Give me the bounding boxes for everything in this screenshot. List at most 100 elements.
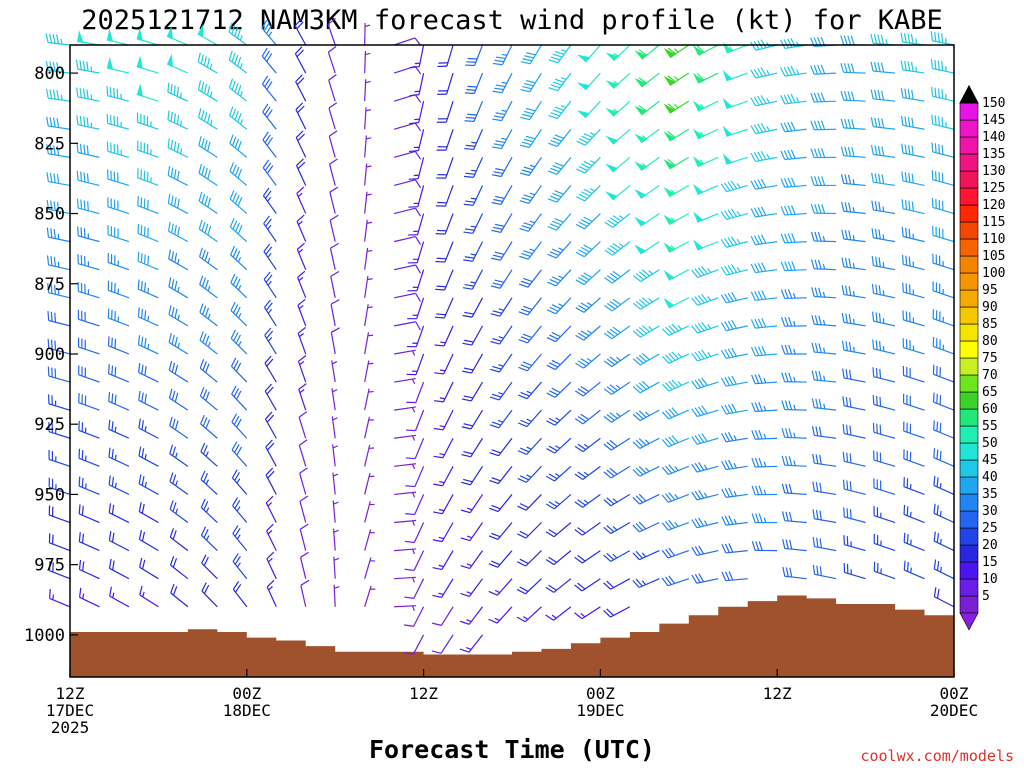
- wind-barb: [47, 338, 71, 355]
- wind-barb: [750, 95, 778, 107]
- wind-barb: [516, 578, 542, 595]
- colorbar-swatch: [959, 425, 979, 444]
- wind-barb: [605, 184, 631, 201]
- wind-barb: [168, 305, 189, 327]
- wind-barb: [394, 434, 417, 441]
- colorbar-swatch: [959, 306, 979, 325]
- wind-barb: [693, 156, 719, 168]
- wind-barb: [576, 128, 601, 146]
- wind-barb: [229, 190, 248, 214]
- wind-barb: [870, 144, 896, 158]
- colorbar-label: 150: [982, 96, 1005, 111]
- wind-barb: [810, 148, 837, 159]
- wind-barb: [691, 377, 719, 390]
- wind-barb: [812, 537, 837, 552]
- wind-barb: [437, 44, 454, 68]
- wind-barb: [332, 528, 339, 551]
- wind-barb: [841, 201, 866, 215]
- wind-barb: [364, 219, 373, 242]
- wind-barb: [462, 269, 484, 290]
- wind-barb: [873, 506, 896, 524]
- wind-barb: [232, 525, 248, 551]
- wind-barb: [693, 128, 719, 140]
- wind-barb: [201, 582, 218, 608]
- wind-barb: [663, 72, 690, 86]
- wind-barb: [406, 353, 425, 376]
- wind-barb: [546, 353, 572, 371]
- wind-barb: [872, 422, 896, 439]
- wind-barb: [200, 498, 218, 523]
- wind-barb: [45, 88, 71, 102]
- wind-barb: [574, 578, 601, 592]
- wind-barb: [931, 170, 955, 187]
- wind-barb: [78, 532, 100, 552]
- wind-barb: [751, 429, 778, 440]
- wind-barb: [574, 606, 601, 620]
- wind-barb: [903, 504, 925, 524]
- wind-barb: [404, 578, 425, 599]
- wind-barb: [661, 407, 690, 420]
- wind-barb: [297, 298, 307, 327]
- wind-barb: [604, 297, 631, 312]
- wind-barb: [265, 467, 277, 495]
- wind-barb: [169, 528, 189, 552]
- wind-barb: [364, 247, 373, 270]
- wind-barb: [632, 550, 660, 561]
- wind-barb: [841, 229, 866, 243]
- wind-barb: [405, 438, 425, 460]
- wind-barb: [812, 453, 837, 467]
- wind-barb: [409, 101, 425, 125]
- wind-barb: [434, 353, 454, 375]
- wind-barb: [435, 241, 454, 263]
- wind-barb: [403, 634, 425, 655]
- wind-barb: [393, 122, 422, 132]
- wind-barb: [431, 606, 454, 626]
- wind-barb: [299, 551, 309, 579]
- wind-barb: [661, 323, 690, 337]
- wind-barb: [720, 264, 748, 276]
- colorbar-swatch: [959, 255, 979, 274]
- wind-barb: [394, 321, 421, 331]
- wind-barb: [721, 431, 748, 443]
- wind-barb: [294, 18, 307, 46]
- wind-barb: [632, 465, 660, 477]
- wind-barb: [603, 437, 631, 451]
- wind-barb: [548, 72, 572, 92]
- wind-barb: [263, 271, 277, 299]
- wind-barb: [230, 329, 248, 355]
- wind-barb: [693, 239, 719, 251]
- wind-barb: [663, 128, 690, 142]
- wind-barb: [750, 290, 778, 301]
- wind-barb: [810, 231, 837, 243]
- wind-barb: [394, 292, 421, 302]
- wind-barb: [781, 511, 807, 524]
- colorbar-swatch: [959, 204, 979, 223]
- credit-link[interactable]: coolwx.com/models: [860, 747, 1014, 765]
- colorbar-label: 50: [982, 436, 998, 451]
- colorbar-label: 100: [982, 266, 1005, 281]
- wind-barb: [900, 60, 925, 74]
- wind-barb: [575, 269, 601, 286]
- wind-barb: [76, 115, 100, 130]
- wind-barb: [106, 141, 130, 158]
- wind-barb: [364, 163, 372, 186]
- wind-barb: [106, 86, 130, 102]
- wind-barb: [933, 448, 955, 467]
- wind-barb: [48, 449, 71, 467]
- wind-barb: [871, 283, 896, 299]
- wind-barb: [460, 494, 484, 514]
- wind-barb: [634, 156, 660, 171]
- wind-barb: [545, 522, 572, 538]
- wind-barb: [489, 381, 513, 401]
- wind-barb: [107, 336, 130, 355]
- wind-barb: [842, 396, 866, 411]
- wind-barb: [603, 465, 631, 479]
- colorbar-label: 55: [982, 419, 998, 434]
- wind-barb: [108, 419, 130, 439]
- wind-barb: [332, 472, 339, 495]
- wind-barb: [167, 193, 189, 215]
- wind-barb: [230, 301, 248, 327]
- wind-barb: [811, 370, 837, 383]
- wind-barb: [932, 309, 955, 327]
- wind-barb: [933, 559, 955, 580]
